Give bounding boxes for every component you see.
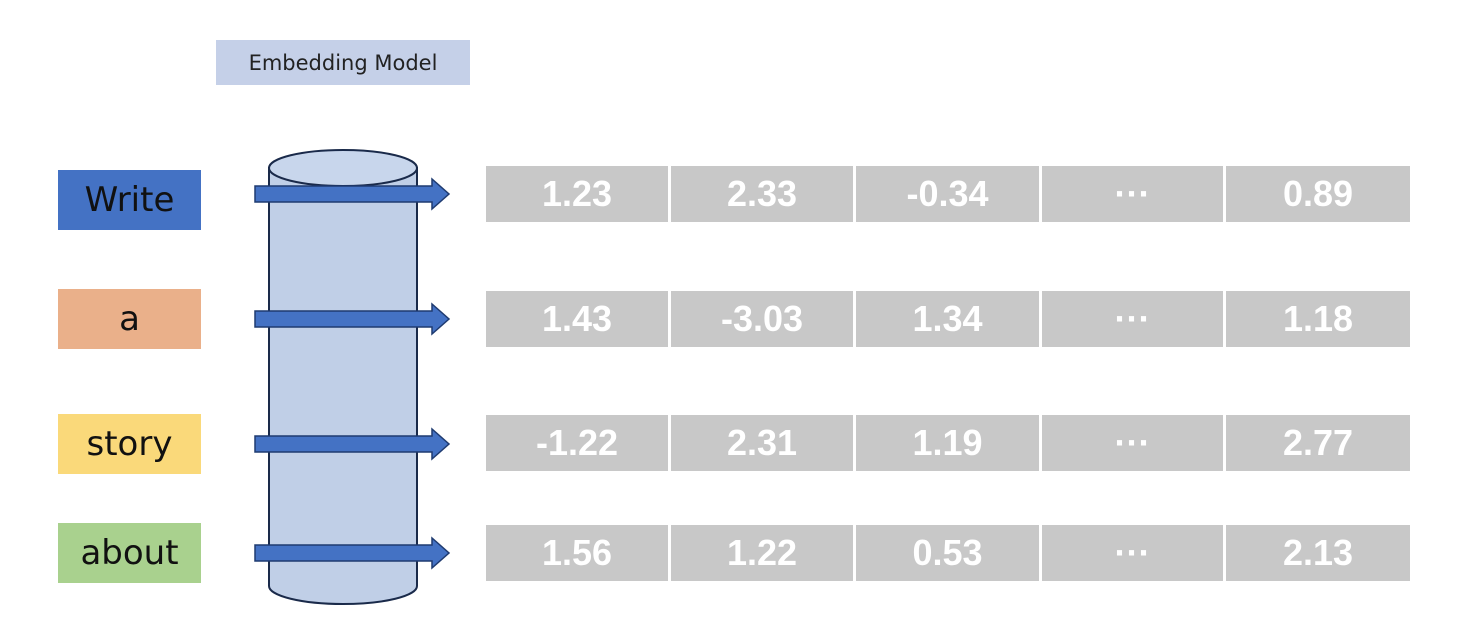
arrows xyxy=(254,177,451,570)
vector-cell: 0.89 xyxy=(1226,166,1410,222)
vector-cell: ··· xyxy=(1042,166,1223,222)
token-write: Write xyxy=(58,170,201,230)
embedding-model-label: Embedding Model xyxy=(216,40,470,85)
arrow-1 xyxy=(254,177,451,211)
vector-cell: 1.23 xyxy=(486,166,668,222)
cylinder-top xyxy=(268,149,418,187)
vector-row-a: 1.43 -3.03 1.34 ··· 1.18 xyxy=(486,291,1410,347)
vector-row-write: 1.23 2.33 -0.34 ··· 0.89 xyxy=(486,166,1410,222)
vector-cell: ··· xyxy=(1042,291,1223,347)
vector-cell: 2.13 xyxy=(1226,525,1410,581)
vector-cell: ··· xyxy=(1042,415,1223,471)
vector-cell: -3.03 xyxy=(671,291,853,347)
arrow-4 xyxy=(254,536,451,570)
vector-cell: -0.34 xyxy=(856,166,1039,222)
arrow-3 xyxy=(254,427,451,461)
vector-cell: 1.34 xyxy=(856,291,1039,347)
cylinder-body xyxy=(268,167,418,605)
vector-cell: 1.19 xyxy=(856,415,1039,471)
vector-cell: 1.18 xyxy=(1226,291,1410,347)
vector-cell: ··· xyxy=(1042,525,1223,581)
vector-cell: -1.22 xyxy=(486,415,668,471)
token-story: story xyxy=(58,414,201,474)
vector-cell: 1.43 xyxy=(486,291,668,347)
vector-cell: 0.53 xyxy=(856,525,1039,581)
vector-row-story: -1.22 2.31 1.19 ··· 2.77 xyxy=(486,415,1410,471)
vector-row-about: 1.56 1.22 0.53 ··· 2.13 xyxy=(486,525,1410,581)
vector-cell: 2.77 xyxy=(1226,415,1410,471)
vector-cell: 2.31 xyxy=(671,415,853,471)
vector-cell: 2.33 xyxy=(671,166,853,222)
vector-cell: 1.22 xyxy=(671,525,853,581)
arrow-2 xyxy=(254,302,451,336)
vector-cell: 1.56 xyxy=(486,525,668,581)
token-a: a xyxy=(58,289,201,349)
token-about: about xyxy=(58,523,201,583)
